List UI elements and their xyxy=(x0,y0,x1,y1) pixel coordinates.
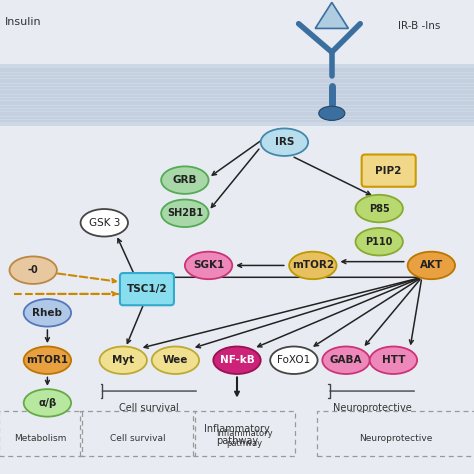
Text: Inflammatory
pathway: Inflammatory pathway xyxy=(204,424,270,446)
FancyBboxPatch shape xyxy=(362,155,416,187)
Text: Cell survival: Cell survival xyxy=(109,434,165,443)
Text: FoXO1: FoXO1 xyxy=(277,355,310,365)
Text: Metabolism: Metabolism xyxy=(14,434,66,443)
Text: IRS: IRS xyxy=(275,137,294,147)
Ellipse shape xyxy=(81,209,128,237)
Text: GABA: GABA xyxy=(330,355,362,365)
Text: mTOR1: mTOR1 xyxy=(27,355,68,365)
Ellipse shape xyxy=(408,252,455,279)
Text: Inflammatory
pathway: Inflammatory pathway xyxy=(216,429,273,448)
Ellipse shape xyxy=(356,195,403,222)
Text: Rheb: Rheb xyxy=(32,308,63,318)
Text: -0: -0 xyxy=(28,265,38,275)
Text: NF-kB: NF-kB xyxy=(219,355,255,365)
FancyBboxPatch shape xyxy=(120,273,174,305)
Text: Neuroprotective: Neuroprotective xyxy=(333,403,411,413)
Text: α/β: α/β xyxy=(38,398,56,408)
Ellipse shape xyxy=(24,346,71,374)
Text: Wee: Wee xyxy=(163,355,188,365)
Text: SGK1: SGK1 xyxy=(193,260,224,271)
Ellipse shape xyxy=(152,346,199,374)
Text: Neuroprotective: Neuroprotective xyxy=(359,434,432,443)
Text: P85: P85 xyxy=(369,203,390,214)
Ellipse shape xyxy=(161,166,209,194)
Text: P110: P110 xyxy=(365,237,393,247)
Ellipse shape xyxy=(100,346,147,374)
Text: mTOR2: mTOR2 xyxy=(292,260,334,271)
Text: TSC1/2: TSC1/2 xyxy=(127,284,167,294)
Text: SH2B1: SH2B1 xyxy=(167,208,203,219)
Ellipse shape xyxy=(289,252,337,279)
Ellipse shape xyxy=(24,389,71,417)
Bar xyxy=(0,64,474,126)
Text: AKT: AKT xyxy=(419,260,443,271)
Ellipse shape xyxy=(161,200,209,227)
Ellipse shape xyxy=(270,346,318,374)
Ellipse shape xyxy=(185,252,232,279)
Ellipse shape xyxy=(213,346,261,374)
Text: IR-B -Ins: IR-B -Ins xyxy=(398,21,440,31)
Ellipse shape xyxy=(370,346,417,374)
Ellipse shape xyxy=(319,106,345,120)
Text: HTT: HTT xyxy=(382,355,405,365)
Text: Myt: Myt xyxy=(112,355,134,365)
Ellipse shape xyxy=(322,346,370,374)
Text: GRB: GRB xyxy=(173,175,197,185)
Text: PIP2: PIP2 xyxy=(375,165,402,176)
Ellipse shape xyxy=(24,299,71,327)
Ellipse shape xyxy=(9,256,57,284)
Ellipse shape xyxy=(261,128,308,156)
Ellipse shape xyxy=(356,228,403,255)
Text: GSK 3: GSK 3 xyxy=(89,218,120,228)
Polygon shape xyxy=(315,2,348,28)
Text: Insulin: Insulin xyxy=(5,17,41,27)
Text: Cell survival: Cell survival xyxy=(119,403,179,413)
